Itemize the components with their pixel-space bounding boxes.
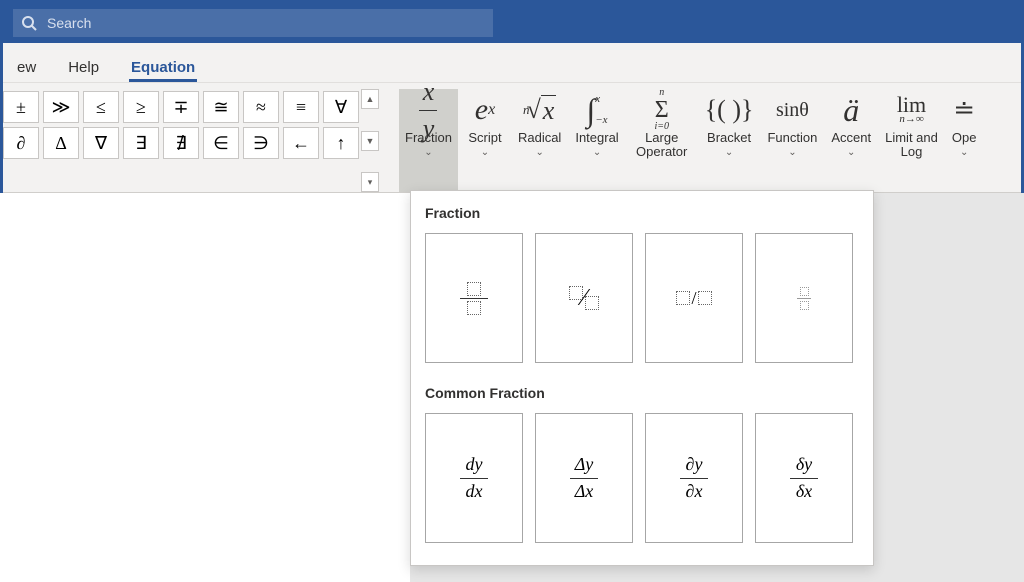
bracket-icon: {( )}: [705, 91, 754, 129]
operator-label: Ope: [952, 131, 977, 145]
script-icon: ex: [475, 91, 495, 129]
symbol-cell[interactable]: ≫: [43, 91, 79, 123]
search-icon: [21, 15, 37, 31]
dropdown-section-common: Common Fraction: [425, 385, 859, 401]
common-fraction-tile[interactable]: ∂y∂x: [645, 413, 743, 543]
symbol-cell[interactable]: ∀: [323, 91, 359, 123]
integral-icon: ∫x−x: [586, 91, 607, 129]
script-label: Script: [468, 131, 501, 145]
function-button[interactable]: sinθ Function ⌄: [761, 89, 823, 192]
symbol-cell[interactable]: ≈: [243, 91, 279, 123]
search-box[interactable]: Search: [13, 9, 493, 37]
chevron-down-icon: ⌄: [481, 147, 489, 158]
symbol-cell[interactable]: ±: [3, 91, 39, 123]
script-button[interactable]: ex Script ⌄: [460, 89, 510, 192]
symbol-cell[interactable]: ↑: [323, 127, 359, 159]
symbol-cell[interactable]: ∂: [3, 127, 39, 159]
radical-label: Radical: [518, 131, 561, 145]
common-fraction-tile[interactable]: dydx: [425, 413, 523, 543]
bracket-label: Bracket: [707, 131, 751, 145]
fraction-dropdown: Fraction ⁄ / Common Fraction dydxΔyΔx∂y∂…: [410, 190, 874, 566]
dropdown-section-fraction: Fraction: [425, 205, 859, 221]
integral-button[interactable]: ∫x−x Integral ⌄: [569, 89, 624, 192]
limit-log-button[interactable]: limn→∞ Limit and Log: [879, 89, 944, 192]
fraction-stacked-tile[interactable]: [425, 233, 523, 363]
title-bar: Search: [3, 3, 1021, 43]
fraction-icon: xy: [419, 91, 437, 129]
radical-icon: n√x: [523, 91, 556, 129]
fraction-label: Fraction: [405, 131, 452, 145]
common-fraction-tile[interactable]: δyδx: [755, 413, 853, 543]
symbols-gallery: ±≫≤≥∓≅≈≡∀ ∂Δ∇∃∄∈∋←↑: [3, 89, 359, 192]
symbols-scroll-down[interactable]: ▼: [361, 131, 379, 151]
symbol-cell[interactable]: Δ: [43, 127, 79, 159]
fraction-skewed-tile[interactable]: ⁄: [535, 233, 633, 363]
large-operator-label: Large Operator: [636, 131, 687, 160]
limit-log-icon: limn→∞: [897, 91, 926, 129]
search-placeholder: Search: [47, 15, 91, 31]
fraction-small-tile[interactable]: [755, 233, 853, 363]
large-operator-button[interactable]: nΣi=0 Large Operator: [627, 89, 697, 192]
fraction-linear-tile[interactable]: /: [645, 233, 743, 363]
ribbon: ±≫≤≥∓≅≈≡∀ ∂Δ∇∃∄∈∋←↑ ▲ ▼ ▾ xy Fraction ⌄ …: [3, 83, 1021, 193]
accent-icon: ä: [843, 91, 859, 129]
symbol-cell[interactable]: ∈: [203, 127, 239, 159]
symbol-cell[interactable]: ∃: [123, 127, 159, 159]
chevron-down-icon: ⌄: [535, 147, 543, 158]
symbol-cell[interactable]: ∄: [163, 127, 199, 159]
symbol-cell[interactable]: ≅: [203, 91, 239, 123]
structures-group: xy Fraction ⌄ ex Script ⌄ n√x Radical ⌄ …: [399, 89, 982, 192]
operator-icon: ≐: [953, 91, 975, 129]
document-gutter: [876, 193, 1024, 582]
chevron-down-icon: ⌄: [725, 147, 733, 158]
tab-bar: ew Help Equation: [3, 43, 1021, 83]
large-operator-icon: nΣi=0: [654, 91, 669, 129]
document-page[interactable]: [0, 193, 410, 582]
function-label: Function: [767, 131, 817, 145]
symbol-cell[interactable]: ←: [283, 127, 319, 159]
function-icon: sinθ: [776, 91, 809, 129]
chevron-down-icon: ⌄: [424, 147, 432, 158]
radical-button[interactable]: n√x Radical ⌄: [512, 89, 567, 192]
common-fraction-tile[interactable]: ΔyΔx: [535, 413, 633, 543]
accent-label: Accent: [831, 131, 871, 145]
symbol-cell[interactable]: ≥: [123, 91, 159, 123]
chevron-down-icon: ⌄: [960, 147, 968, 158]
symbols-scroll-up[interactable]: ▲: [361, 89, 379, 109]
fraction-button[interactable]: xy Fraction ⌄: [399, 89, 458, 192]
chevron-down-icon: ⌄: [788, 147, 796, 158]
symbols-scroll: ▲ ▼ ▾: [361, 89, 379, 192]
integral-label: Integral: [575, 131, 618, 145]
symbols-expand[interactable]: ▾: [361, 172, 379, 192]
limit-log-label: Limit and Log: [885, 131, 938, 160]
tab-equation[interactable]: Equation: [129, 51, 197, 82]
symbol-cell[interactable]: ∇: [83, 127, 119, 159]
tab-view[interactable]: ew: [15, 51, 38, 82]
symbol-cell[interactable]: ∓: [163, 91, 199, 123]
accent-button[interactable]: ä Accent ⌄: [825, 89, 877, 192]
symbol-cell[interactable]: ∋: [243, 127, 279, 159]
chevron-down-icon: ⌄: [593, 147, 601, 158]
operator-button[interactable]: ≐ Ope ⌄: [946, 89, 983, 192]
symbol-cell[interactable]: ≡: [283, 91, 319, 123]
symbol-cell[interactable]: ≤: [83, 91, 119, 123]
tab-help[interactable]: Help: [66, 51, 101, 82]
chevron-down-icon: ⌄: [847, 147, 855, 158]
bracket-button[interactable]: {( )} Bracket ⌄: [699, 89, 760, 192]
